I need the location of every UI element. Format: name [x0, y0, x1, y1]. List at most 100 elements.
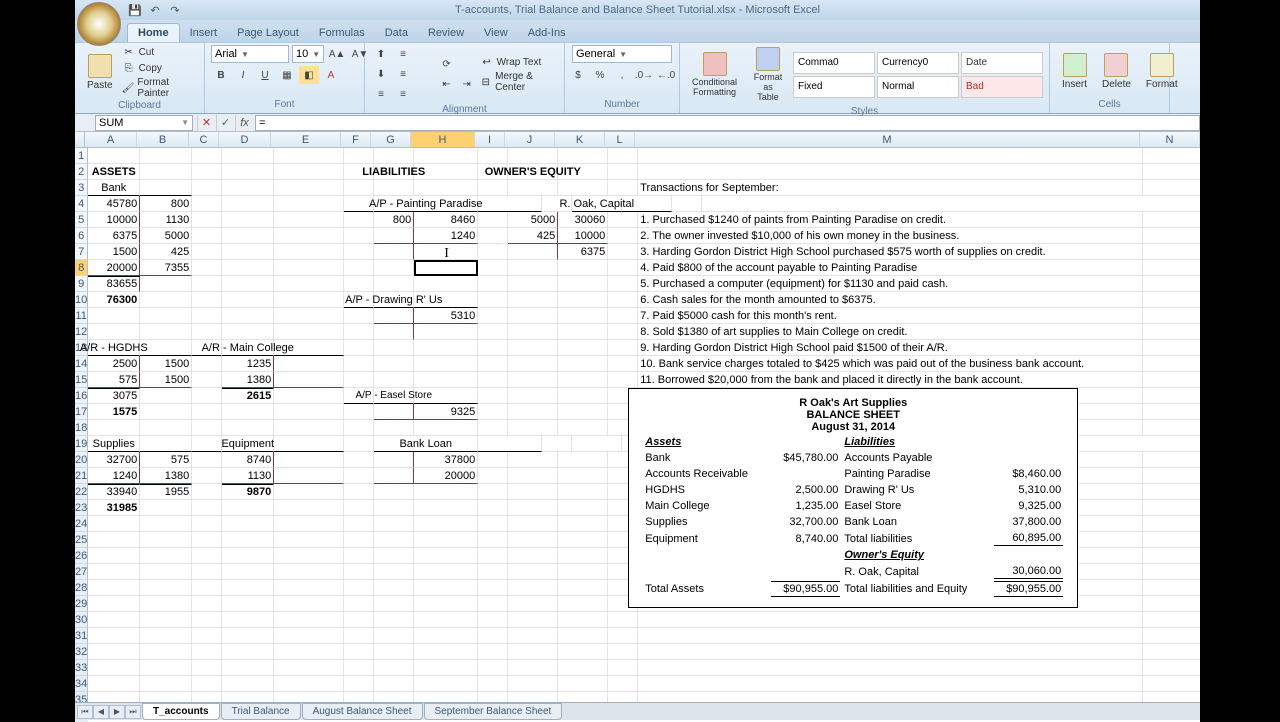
cell-K11[interactable] [558, 308, 608, 324]
cell-N13[interactable] [1143, 340, 1200, 356]
cell-H19[interactable] [478, 436, 542, 452]
cell-H28[interactable] [414, 580, 478, 596]
cell-J2[interactable]: OWNER'S EQUITY [508, 164, 558, 180]
cell-J27[interactable] [508, 564, 558, 580]
cell-J20[interactable] [508, 452, 558, 468]
cell-F23[interactable] [344, 500, 374, 516]
cell-J25[interactable] [508, 532, 558, 548]
cell-H9[interactable] [414, 276, 478, 292]
cell-B31[interactable] [140, 628, 192, 644]
cell-C22[interactable] [192, 484, 222, 500]
cell-I1[interactable] [478, 148, 508, 164]
cell-N33[interactable] [1143, 660, 1200, 676]
cell-K4[interactable] [622, 196, 672, 212]
cell-B30[interactable] [140, 612, 192, 628]
cell-N25[interactable] [1143, 532, 1200, 548]
cell-N22[interactable] [1143, 484, 1200, 500]
cell-E34[interactable] [274, 676, 344, 692]
cell-E9[interactable] [274, 276, 344, 292]
cell-H1[interactable] [414, 148, 478, 164]
cell-E17[interactable] [274, 404, 344, 420]
cell-C27[interactable] [192, 564, 222, 580]
cell-I32[interactable] [478, 644, 508, 660]
cells-area[interactable]: ASSETSLIABILITIESOWNER'S EQUITYBankTrans… [88, 148, 1200, 722]
cell-D4[interactable] [222, 196, 274, 212]
cell-K23[interactable] [558, 500, 608, 516]
cell-F9[interactable] [344, 276, 374, 292]
cell-I13[interactable] [478, 340, 508, 356]
italic-button[interactable]: I [233, 66, 253, 84]
cell-C23[interactable] [192, 500, 222, 516]
cell-M13[interactable]: 9. Harding Gordon District High School p… [638, 340, 1143, 356]
indent-dec-icon[interactable]: ⇤ [437, 75, 457, 93]
comma-icon[interactable]: , [612, 66, 632, 84]
cell-L30[interactable] [608, 612, 638, 628]
row-header-17[interactable]: 17 [75, 404, 88, 420]
cell-G4[interactable]: A/P - Painting Paradise [374, 196, 478, 212]
cell-B27[interactable] [140, 564, 192, 580]
cell-B32[interactable] [140, 644, 192, 660]
cell-F29[interactable] [344, 596, 374, 612]
cell-D6[interactable] [222, 228, 274, 244]
cell-I28[interactable] [478, 580, 508, 596]
cell-E27[interactable] [274, 564, 344, 580]
cell-E29[interactable] [274, 596, 344, 612]
cell-C14[interactable] [192, 356, 222, 372]
cell-H10[interactable] [414, 292, 478, 308]
row-header-10[interactable]: 10 [75, 292, 88, 308]
cell-N5[interactable] [1143, 212, 1200, 228]
tab-page-layout[interactable]: Page Layout [227, 24, 309, 42]
cell-D26[interactable] [222, 548, 274, 564]
cell-D2[interactable] [222, 164, 274, 180]
row-header-15[interactable]: 15 [75, 372, 88, 388]
cell-F5[interactable] [344, 212, 374, 228]
cell-J22[interactable] [508, 484, 558, 500]
cell-G13[interactable] [374, 340, 414, 356]
cell-A32[interactable] [88, 644, 140, 660]
font-color-button[interactable]: A [321, 66, 341, 84]
cell-G33[interactable] [374, 660, 414, 676]
cell-N24[interactable] [1143, 516, 1200, 532]
cell-G34[interactable] [374, 676, 414, 692]
cell-H24[interactable] [414, 516, 478, 532]
cell-N30[interactable] [1143, 612, 1200, 628]
cell-G19[interactable]: Bank Loan [374, 436, 478, 452]
row-header-5[interactable]: 5 [75, 212, 88, 228]
row-header-19[interactable]: 19 [75, 436, 88, 452]
cell-G7[interactable] [374, 244, 414, 260]
cell-E3[interactable] [274, 180, 344, 196]
dec-decimal-icon[interactable]: ←.0 [656, 66, 676, 84]
cell-H18[interactable] [414, 420, 478, 436]
cell-C25[interactable] [192, 532, 222, 548]
font-size-dropdown[interactable]: 10▼ [292, 45, 324, 63]
cell-A6[interactable]: 6375 [88, 228, 140, 244]
cell-K14[interactable] [558, 356, 608, 372]
cell-A7[interactable]: 1500 [88, 244, 140, 260]
tab-data[interactable]: Data [375, 24, 418, 42]
delete-cells-button[interactable]: Delete [1096, 51, 1137, 92]
cell-K13[interactable] [558, 340, 608, 356]
cell-E11[interactable] [274, 308, 344, 324]
cell-F17[interactable] [344, 404, 374, 420]
cell-K21[interactable] [558, 468, 608, 484]
row-header-20[interactable]: 20 [75, 452, 88, 468]
cell-D14[interactable]: 1235 [222, 356, 274, 372]
cell-N28[interactable] [1143, 580, 1200, 596]
cell-H5[interactable]: 8460 [414, 212, 478, 228]
cell-G27[interactable] [374, 564, 414, 580]
cell-I12[interactable] [478, 324, 508, 340]
cell-G18[interactable] [374, 420, 414, 436]
cell-G25[interactable] [374, 532, 414, 548]
cell-D31[interactable] [222, 628, 274, 644]
cell-A18[interactable] [88, 420, 140, 436]
cell-J34[interactable] [508, 676, 558, 692]
cell-K17[interactable] [558, 404, 608, 420]
cell-F15[interactable] [344, 372, 374, 388]
cell-M4[interactable] [702, 196, 1200, 212]
cell-K15[interactable] [558, 372, 608, 388]
col-header-E[interactable]: E [271, 132, 341, 147]
sheet-tab-september-balance-sheet[interactable]: September Balance Sheet [424, 703, 563, 720]
cell-G6[interactable] [374, 228, 414, 244]
cell-H13[interactable] [414, 340, 478, 356]
cell-C34[interactable] [192, 676, 222, 692]
